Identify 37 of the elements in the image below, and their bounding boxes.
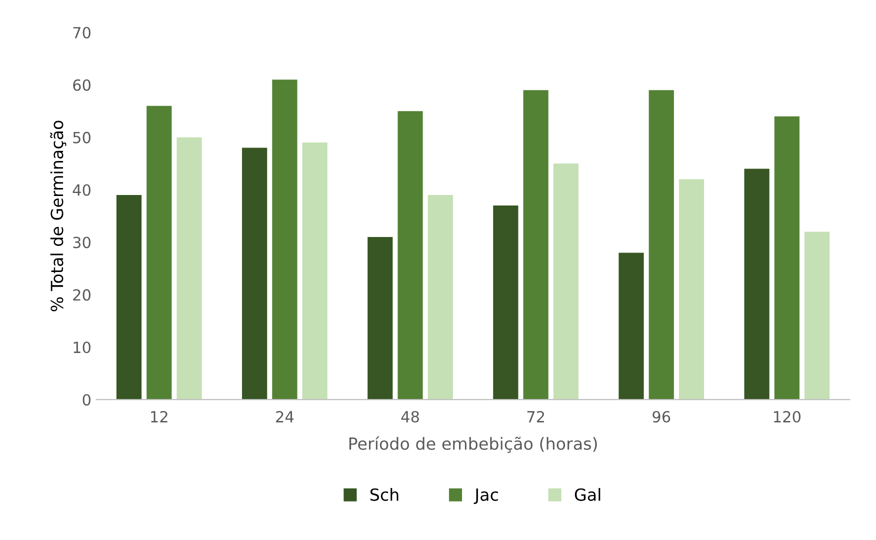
y-tick-label: 0: [82, 394, 90, 406]
legend-label: Sch: [370, 488, 398, 501]
bar: [804, 232, 830, 400]
y-axis-title: % Total de Germinação: [50, 120, 66, 312]
bar: [272, 80, 298, 400]
x-axis-title: Período de embebição (horas): [349, 436, 597, 453]
y-tick-label: 60: [73, 79, 90, 91]
x-tick-label: 12: [151, 410, 168, 422]
bar: [774, 116, 800, 400]
bar: [398, 111, 423, 400]
bar: [242, 148, 268, 400]
y-tick-label: 10: [74, 342, 90, 354]
bar: [493, 206, 518, 400]
x-tick-label: 48: [401, 410, 419, 423]
y-tick-label: 20: [73, 289, 90, 301]
bar: [648, 90, 674, 400]
x-tick-label: 120: [774, 410, 801, 423]
bar: [428, 195, 453, 400]
y-tick-label: 50: [73, 132, 90, 144]
legend-label: Jac: [474, 488, 498, 504]
bar: [553, 164, 579, 400]
bar: [678, 179, 704, 400]
bar: [523, 90, 548, 400]
x-tick-label: 24: [276, 410, 294, 422]
x-tick-label: 96: [652, 410, 670, 423]
y-tick-label: 30: [73, 236, 90, 248]
bar: [368, 236, 393, 400]
y-tick-label: 70: [73, 26, 90, 38]
bar: [116, 195, 142, 400]
y-tick-label: 40: [72, 184, 90, 196]
bar: [744, 168, 770, 400]
bar: [302, 142, 328, 400]
bar: [618, 252, 644, 400]
x-tick-label: 72: [527, 410, 544, 422]
bar: [146, 106, 172, 400]
legend-label: Gal: [574, 488, 600, 501]
bar: [176, 137, 202, 400]
